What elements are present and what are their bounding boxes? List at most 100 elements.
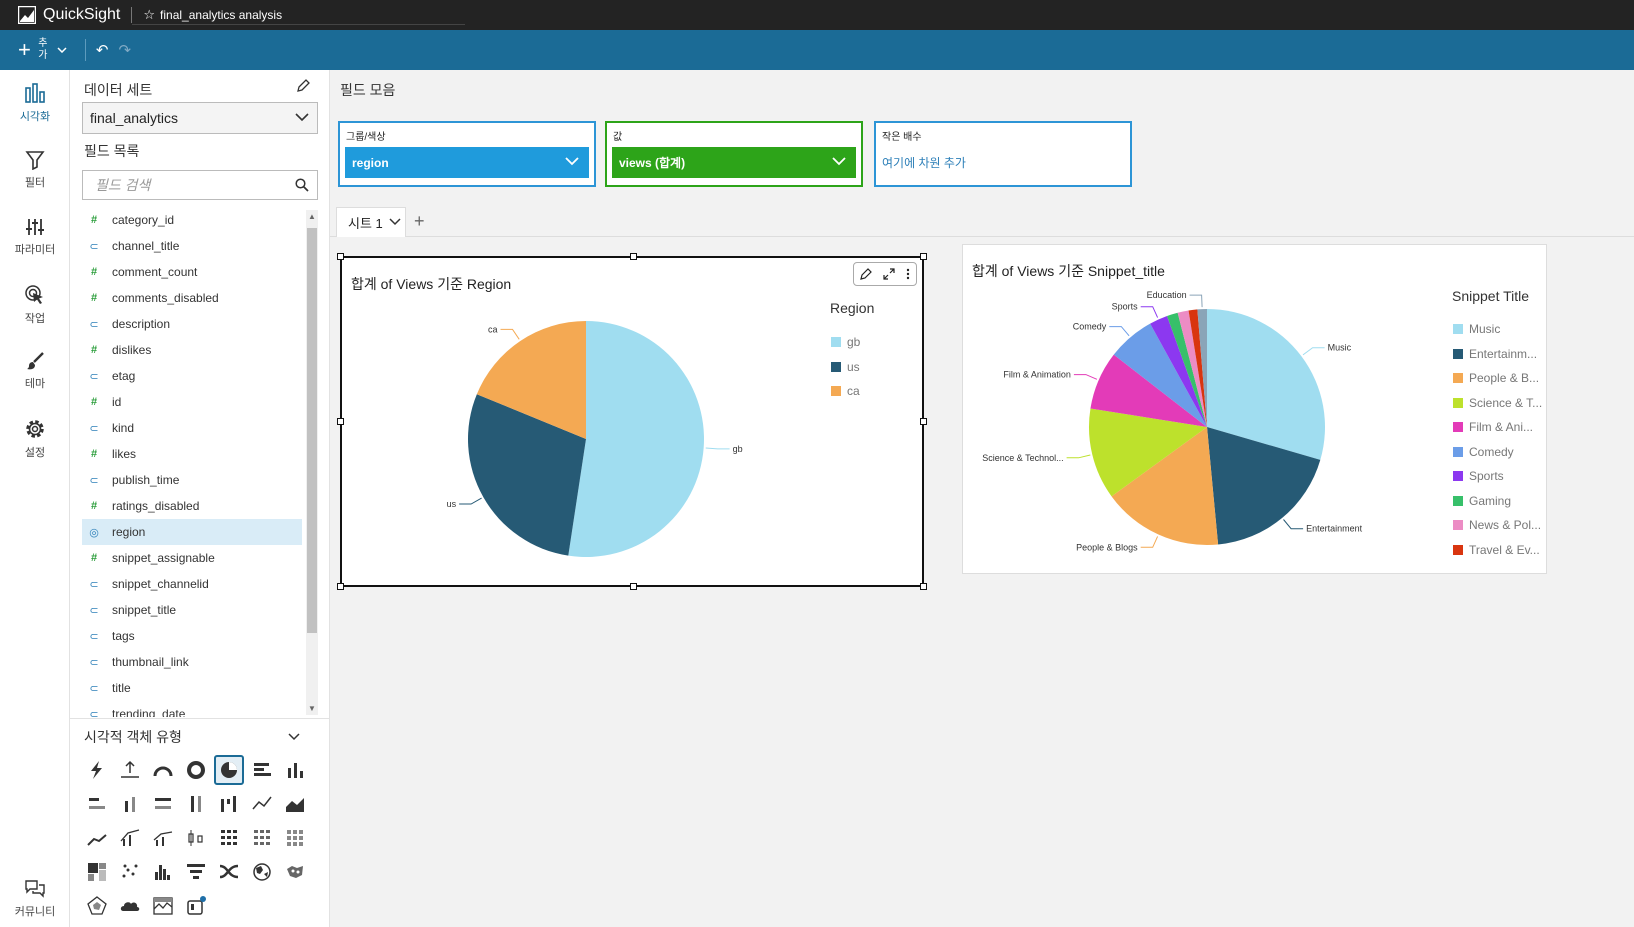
scatter-chart-icon[interactable] (115, 857, 145, 887)
resize-handle[interactable] (630, 583, 637, 590)
field-item-category-id[interactable]: # category_id (82, 207, 302, 233)
legend-item[interactable]: Sports (1453, 469, 1504, 483)
table-chart-icon[interactable] (214, 823, 244, 853)
field-list-scrollbar[interactable]: ▲ ▼ (306, 210, 318, 715)
nav-themes[interactable]: 테마 (0, 351, 70, 391)
horizontal-100-bar-chart-icon[interactable] (148, 789, 178, 819)
sheet-tab-1[interactable]: 시트 1 (336, 207, 406, 237)
field-item-tags[interactable]: ⊂ tags (82, 623, 302, 649)
horizontal-bar-chart-icon[interactable] (247, 755, 277, 785)
expand-icon[interactable] (883, 268, 895, 280)
field-item-kind[interactable]: ⊂ kind (82, 415, 302, 441)
pie-slice-us[interactable] (468, 394, 586, 556)
radar-chart-icon[interactable] (82, 891, 112, 921)
nav-settings[interactable]: 설정 (0, 418, 70, 460)
quicksight-logo-icon[interactable] (18, 6, 36, 24)
undo-icon[interactable]: ↶ (95, 42, 109, 59)
field-item-ratings-disabled[interactable]: # ratings_disabled (82, 493, 302, 519)
pie-slice-people-blogs[interactable] (1111, 427, 1219, 546)
add-sheet-button[interactable]: + (414, 211, 425, 231)
pie-slice-music[interactable] (1207, 309, 1325, 460)
field-item-comments-disabled[interactable]: # comments_disabled (82, 285, 302, 311)
field-item-region[interactable]: ◎ region (82, 519, 302, 545)
field-item-dislikes[interactable]: # dislikes (82, 337, 302, 363)
group-color-well[interactable]: 그룹/색상 region (338, 121, 596, 187)
insight-chart-icon[interactable] (148, 891, 178, 921)
field-item-snippet-assignable[interactable]: # snippet_assignable (82, 545, 302, 571)
pie-slice-travel-events[interactable] (1188, 309, 1207, 427)
sankey-chart-icon[interactable] (214, 857, 244, 887)
field-item-thumbnail-link[interactable]: ⊂ thumbnail_link (82, 649, 302, 675)
pie-slice-sports[interactable] (1150, 315, 1207, 427)
kpi-chart-icon[interactable] (115, 755, 145, 785)
gauge-chart-icon[interactable] (148, 755, 178, 785)
resize-handle[interactable] (630, 253, 637, 260)
field-item-snippet-channelid[interactable]: ⊂ snippet_channelid (82, 571, 302, 597)
field-item-channel-title[interactable]: ⊂ channel_title (82, 233, 302, 259)
legend-item[interactable]: ca (831, 384, 860, 398)
resize-handle[interactable] (920, 253, 927, 260)
resize-handle[interactable] (920, 583, 927, 590)
scroll-up-arrow-icon[interactable]: ▲ (308, 212, 316, 221)
snippet-title-pie-visual[interactable]: 합계 of Views 기준 Snippet_title Music Entert… (962, 244, 1547, 574)
pie-slice-comedy[interactable] (1113, 323, 1207, 427)
stacked-area-chart-icon[interactable] (82, 823, 112, 853)
search-icon[interactable] (295, 178, 309, 192)
vertical-bar-chart-icon[interactable] (280, 755, 310, 785)
pie-slice-gb[interactable] (568, 321, 705, 557)
scroll-down-arrow-icon[interactable]: ▼ (308, 704, 316, 713)
pie-slice-ca[interactable] (476, 321, 586, 439)
heat-map-chart-icon[interactable] (280, 823, 310, 853)
box-plot-chart-icon[interactable] (181, 823, 211, 853)
resize-handle[interactable] (337, 418, 344, 425)
redo-icon[interactable]: ↷ (118, 42, 132, 59)
horizontal-stacked-bar-chart-icon[interactable] (82, 789, 112, 819)
legend-item[interactable]: gb (831, 335, 860, 349)
more-options-icon[interactable] (906, 268, 910, 280)
resize-handle[interactable] (337, 253, 344, 260)
field-item-id[interactable]: # id (82, 389, 302, 415)
nav-actions[interactable]: 작업 (0, 284, 70, 326)
legend-item[interactable]: Science & T... (1453, 396, 1542, 410)
nav-filter[interactable]: 필터 (0, 150, 70, 190)
field-item-etag[interactable]: ⊂ etag (82, 363, 302, 389)
field-search-input[interactable]: 필드 검색 (82, 170, 318, 200)
field-item-comment-count[interactable]: # comment_count (82, 259, 302, 285)
funnel-chart-icon[interactable] (181, 857, 211, 887)
group-field-chip[interactable]: region (345, 147, 589, 178)
field-item-publish-time[interactable]: ⊂ publish_time (82, 467, 302, 493)
combo-line-bar-chart-icon[interactable] (115, 823, 145, 853)
dataset-dropdown[interactable]: final_analytics (82, 102, 318, 134)
line-chart-icon[interactable] (247, 789, 277, 819)
combo-line-stacked-chart-icon[interactable] (148, 823, 178, 853)
value-well[interactable]: 값 views (합계) (605, 121, 863, 187)
legend-item[interactable]: News & Pol... (1453, 518, 1541, 532)
chevron-down-icon[interactable] (288, 733, 300, 741)
small-multiples-well[interactable]: 작은 배수 여기에 차원 추가 (874, 121, 1132, 187)
pivot-table-chart-icon[interactable] (247, 823, 277, 853)
favorite-star-icon[interactable]: ☆ (143, 7, 156, 22)
legend-item[interactable]: Entertainm... (1453, 347, 1537, 361)
edit-pencil-icon[interactable] (859, 268, 872, 280)
pie-chart-icon[interactable] (214, 755, 244, 785)
pie-slice-education[interactable] (1197, 309, 1207, 427)
region-pie-visual[interactable]: 합계 of Views 기준 Region gb us ca Region gb us… (337, 253, 927, 590)
pie-slice-news-politics[interactable] (1177, 310, 1207, 427)
tree-map-chart-icon[interactable] (82, 857, 112, 887)
histogram-chart-icon[interactable] (148, 857, 178, 887)
pie-slice-entertainment[interactable] (1207, 427, 1321, 545)
field-item-trending-date[interactable]: ⊂ trending_date (82, 701, 302, 717)
field-item-snippet-title[interactable]: ⊂ snippet_title (82, 597, 302, 623)
field-item-title[interactable]: ⊂ title (82, 675, 302, 701)
legend-item[interactable]: us (831, 360, 860, 374)
pie-slice-science-technology[interactable] (1088, 408, 1207, 497)
nav-parameters[interactable]: 파라미터 (0, 217, 70, 257)
word-cloud-chart-icon[interactable] (115, 891, 145, 921)
pie-slice-gaming[interactable] (1167, 312, 1207, 427)
autograph-chart-icon[interactable] (82, 755, 112, 785)
nav-visualize[interactable]: 시각화 (0, 82, 70, 124)
value-field-chip[interactable]: views (합계) (612, 147, 856, 178)
pie-slice-film-animation[interactable] (1090, 354, 1207, 427)
legend-item[interactable]: Comedy (1453, 445, 1514, 459)
area-chart-icon[interactable] (280, 789, 310, 819)
